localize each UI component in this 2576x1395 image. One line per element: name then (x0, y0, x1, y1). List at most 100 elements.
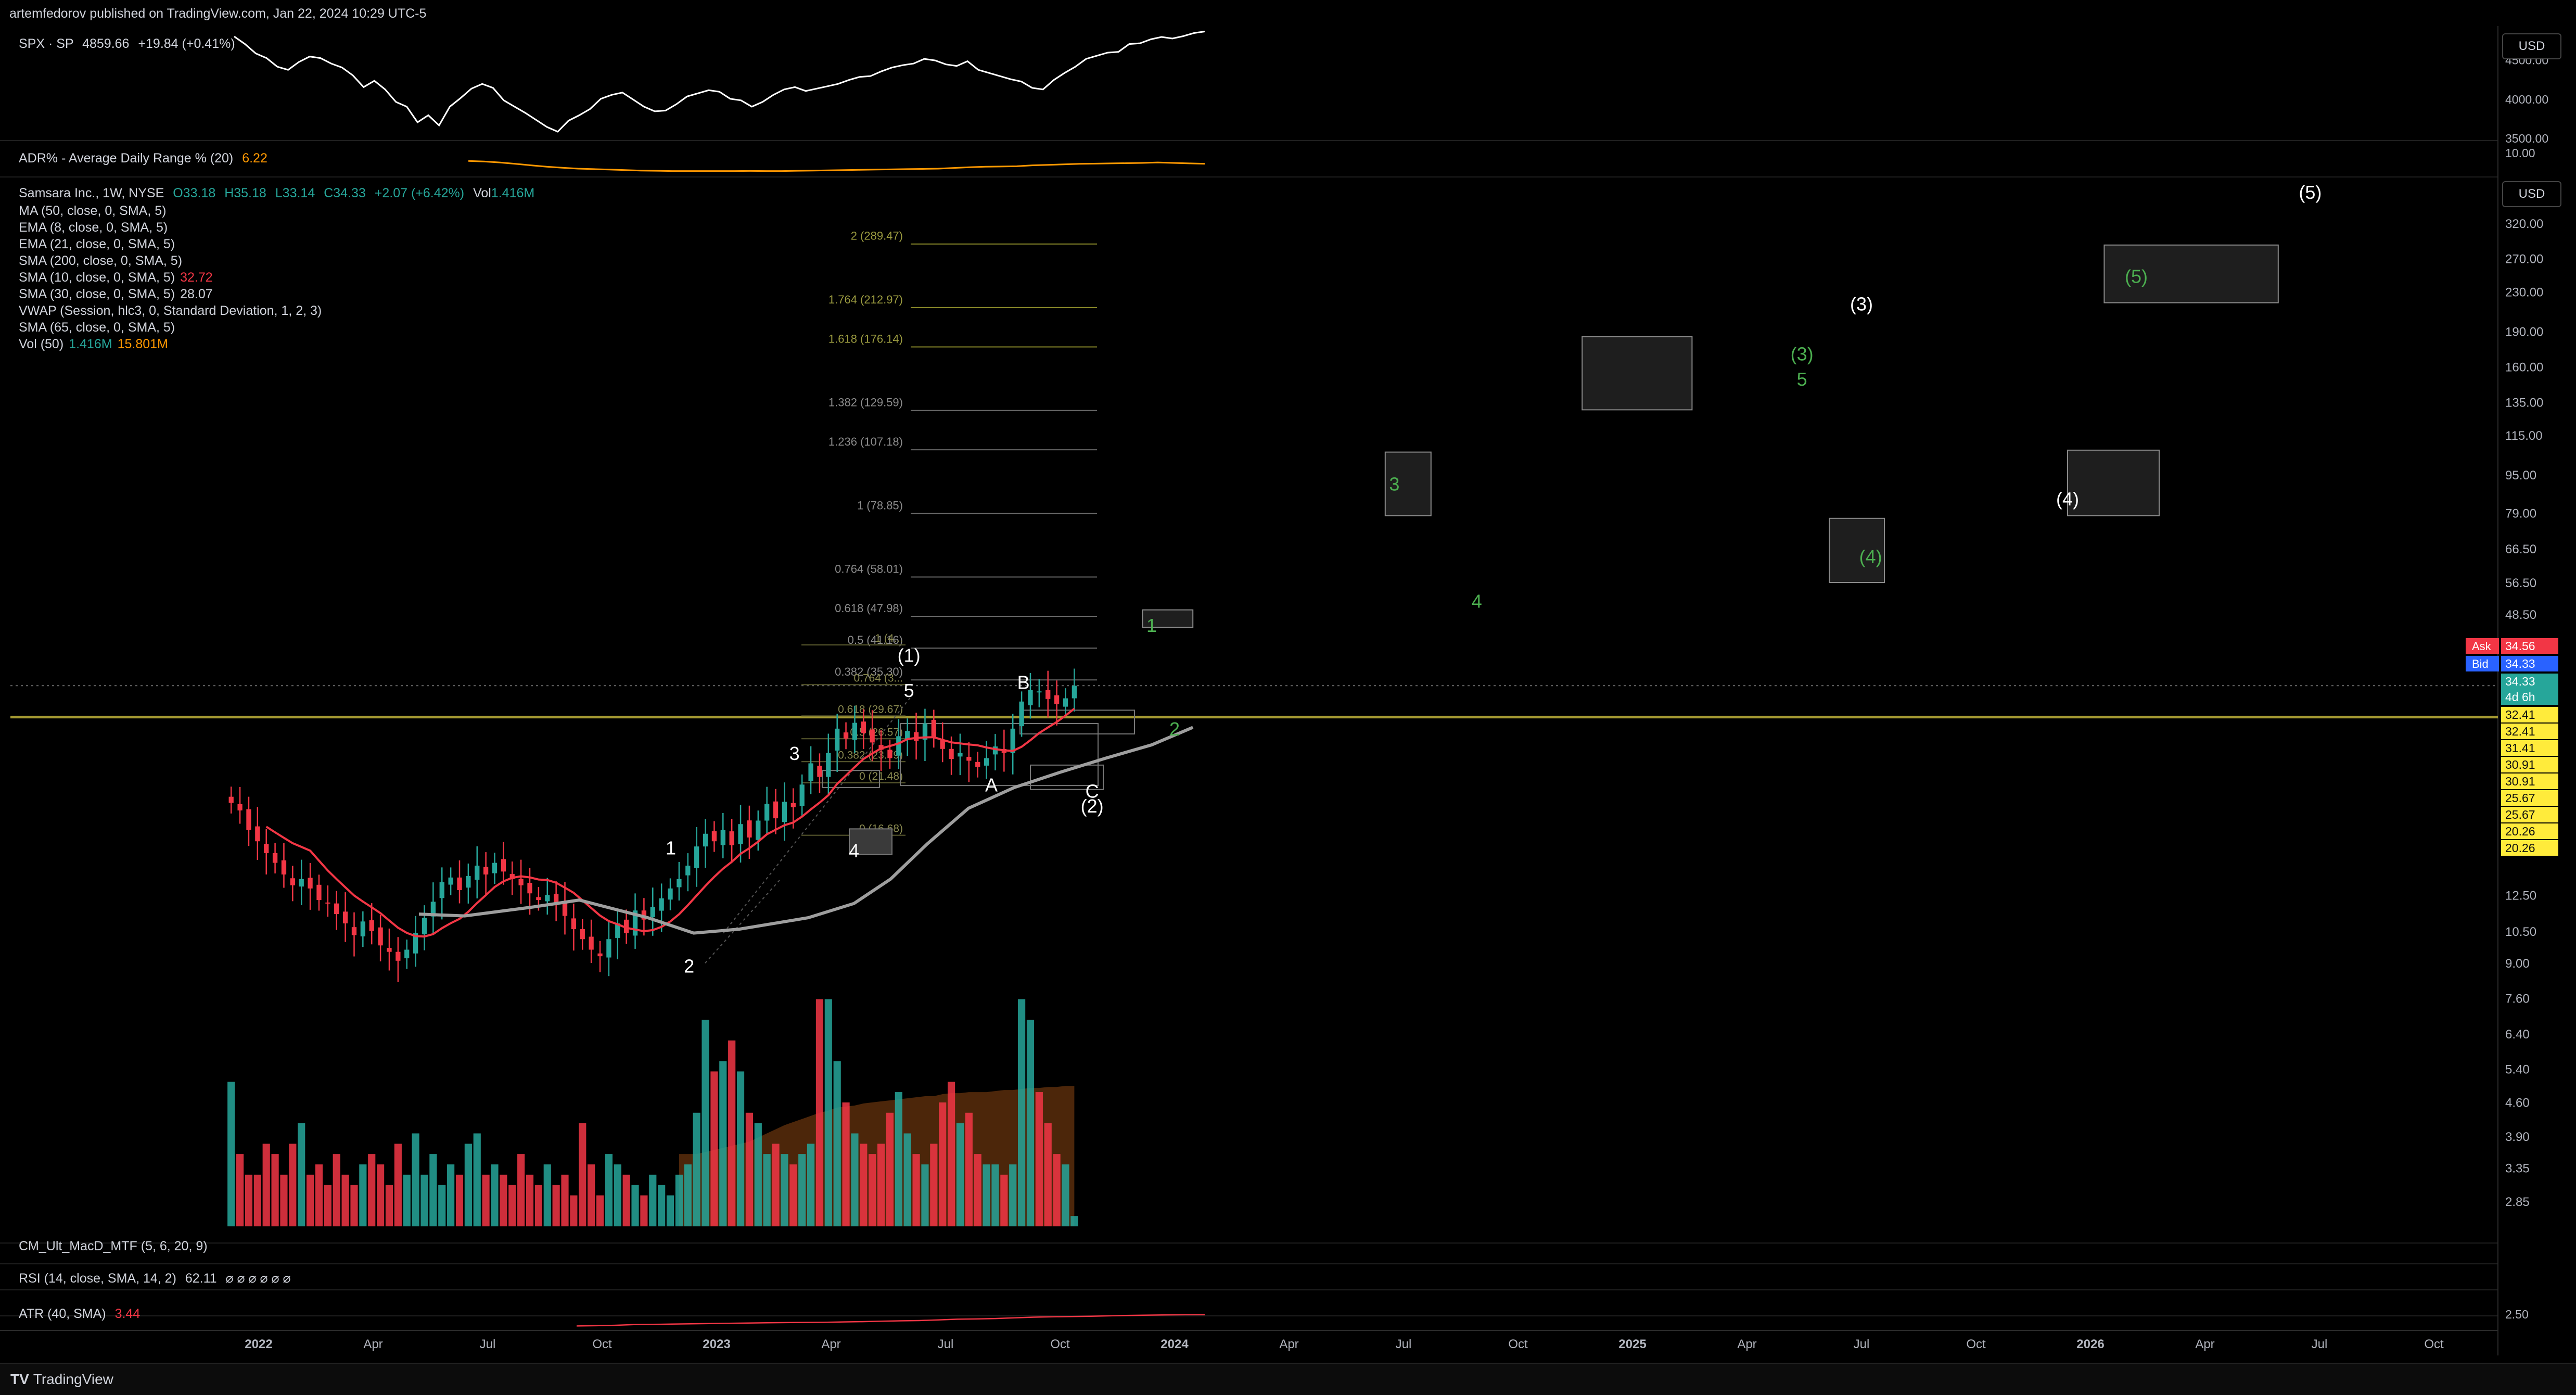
volume-bar (903, 1133, 911, 1226)
price-axis-tick: 160.00 (2505, 361, 2543, 375)
volume-bar (974, 1154, 981, 1226)
volume-bar (789, 1164, 797, 1226)
indicator-price-label-bg (2501, 773, 2558, 789)
candle-body (325, 902, 330, 904)
candle-body (852, 722, 858, 740)
candle-body (641, 910, 647, 920)
candle-body (1019, 701, 1024, 727)
candle-body (624, 919, 629, 933)
indicator-label: MA (50, close, 0, SMA, 5) (19, 204, 167, 218)
volume-bar (930, 1144, 938, 1226)
candle-body (387, 948, 392, 952)
candle-body (764, 804, 770, 821)
volume-bar (631, 1185, 639, 1226)
candle-body (703, 833, 708, 847)
candle-body (378, 927, 383, 946)
indicator-price-label: 32.41 (2505, 708, 2535, 721)
candle-body (342, 911, 348, 923)
volume-bar (438, 1185, 446, 1226)
wave-target-box (1829, 517, 1885, 584)
candle-body (290, 878, 295, 885)
volume-bar (1035, 1092, 1043, 1226)
candle-body (1045, 690, 1051, 699)
wave-target-box (1384, 451, 1432, 516)
candle-body (711, 831, 717, 842)
volume-bar (719, 1061, 727, 1226)
candle-body (518, 879, 524, 885)
adr-legend: ADR% - Average Daily Range % (20) 6.22 (19, 150, 267, 167)
adr-title: ADR% - Average Daily Range % (20) (19, 151, 234, 166)
volume-bar (614, 1164, 621, 1226)
candle-body (826, 753, 831, 777)
volume-bar (640, 1195, 648, 1226)
volume-bar (341, 1174, 349, 1226)
candle-body (536, 897, 541, 901)
ask-price-label-bg (2501, 638, 2558, 654)
price-axis-tick: 5.40 (2505, 1062, 2530, 1076)
fib-level-label: 1.236 (107.18) (828, 435, 903, 448)
volume-bar (921, 1164, 929, 1226)
fib-level-label: 1.382 (129.59) (828, 396, 903, 409)
candle-body (975, 762, 980, 767)
indicator-legend-item: MA (50, close, 0, SMA, 5) (19, 202, 322, 219)
currency-button-top[interactable]: USD (2502, 33, 2561, 59)
indicator-price-label-bg (2501, 740, 2558, 756)
time-axis-tick: Jul (2312, 1337, 2328, 1351)
price-axis-tick: 12.50 (2505, 889, 2536, 903)
fib-anchor-box (849, 828, 892, 855)
volume-bar (772, 1144, 780, 1226)
indicator-price-label: 31.41 (2505, 741, 2535, 755)
price-axis-tick: 56.50 (2505, 576, 2536, 590)
candle-body (422, 918, 427, 935)
volume-bar (1062, 1164, 1069, 1226)
tradingview-logo[interactable]: TV TradingView (10, 1371, 113, 1388)
candle-body (580, 929, 585, 940)
elliott-wave-label: B (1017, 671, 1030, 693)
volume-bar (991, 1164, 999, 1226)
candle-body (571, 918, 577, 930)
volume-bar (236, 1154, 244, 1226)
volume-bar (315, 1164, 323, 1226)
elliott-wave-label-alt: 2 (1169, 718, 1180, 740)
time-axis-tick: Apr (2195, 1337, 2214, 1351)
candle-body (685, 866, 691, 876)
volume-bar (965, 1112, 973, 1226)
indicator-price-label-bg (2501, 840, 2558, 856)
candle-body (966, 756, 972, 761)
tradingview-label: TradingView (33, 1371, 113, 1387)
candle-body (264, 844, 269, 853)
volume-bar (658, 1185, 666, 1226)
rsi-title: RSI (14, close, SMA, 14, 2) (19, 1271, 176, 1286)
candle-body (992, 746, 998, 755)
price-axis-tick: 95.00 (2505, 468, 2536, 483)
indicator-value: 28.07 (180, 287, 213, 301)
spx-title: SPX · SP (19, 36, 74, 51)
candle-body (430, 902, 436, 917)
volume-bar (508, 1185, 516, 1226)
elliott-wave-label: (2) (1081, 795, 1104, 817)
indicator-legend-item: SMA (65, close, 0, SMA, 5) (19, 319, 322, 336)
volume-bar (702, 1020, 709, 1226)
candle-body (835, 728, 840, 751)
indicator-label: EMA (8, close, 0, SMA, 5) (19, 220, 168, 235)
candle-body (843, 732, 849, 739)
currency-button-main[interactable]: USD (2502, 181, 2561, 207)
candle-body (1010, 728, 1015, 753)
candle-body (949, 749, 954, 759)
volume-bar (781, 1154, 788, 1226)
rsi-value: 62.11 (185, 1271, 217, 1286)
indicator-price-label: 25.67 (2505, 808, 2535, 821)
time-axis-tick: Jul (1396, 1337, 1412, 1351)
volume-bar (455, 1174, 464, 1226)
candle-body (396, 952, 401, 961)
elliott-wave-label-alt: 4 (1472, 591, 1482, 612)
candle-body (597, 953, 603, 957)
spx-legend: SPX · SP 4859.66 +19.84 (+0.41%) (19, 35, 235, 52)
time-axis-tick: 2025 (1618, 1337, 1646, 1351)
indicator-price-label-bg (2501, 807, 2558, 822)
candle-body (659, 898, 664, 911)
candle-body (887, 750, 892, 758)
ohlc-high: H35.18 (224, 186, 266, 200)
vol50-label: Vol (50) (19, 337, 64, 351)
